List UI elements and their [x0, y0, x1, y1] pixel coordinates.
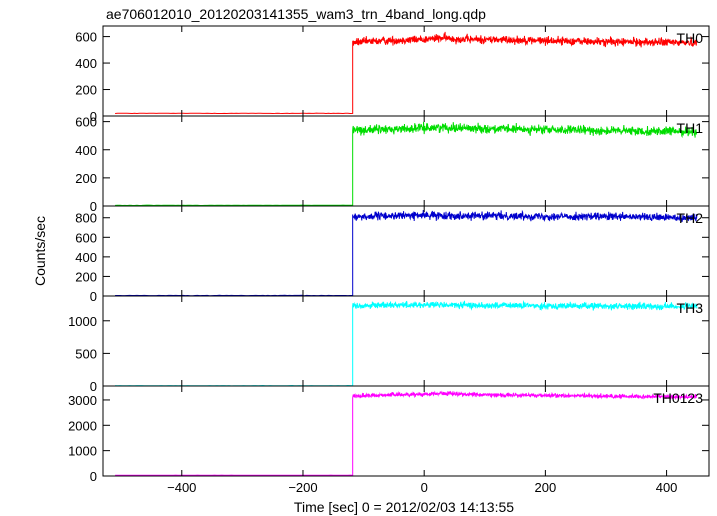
y-tick-label: 0 [90, 109, 97, 124]
y-tick-label: 200 [75, 83, 97, 98]
y-tick-label: 1000 [68, 444, 97, 459]
panel-frame [102, 385, 710, 477]
panel-frame [102, 205, 710, 297]
x-axis-label: Time [sec] 0 = 2012/02/03 14:13:55 [294, 499, 514, 515]
series-line-th0 [115, 31, 698, 115]
panel-th2: 0 200 400 600 800 TH2 [75, 205, 710, 304]
y-tick-label: 600 [75, 30, 97, 45]
series-line-th1 [115, 121, 698, 206]
y-tick-label: 0 [90, 469, 97, 484]
y-tick-label: 1000 [68, 314, 97, 329]
panel-label: TH1 [677, 120, 704, 136]
y-tick-label: 2000 [68, 418, 97, 433]
series-line-th3 [115, 299, 698, 386]
y-tick-label: 200 [75, 171, 97, 186]
panel-th0: 0 200 400 600 TH0 [75, 25, 710, 124]
x-tick-label: 400 [656, 480, 678, 495]
x-tick-label: −200 [288, 480, 317, 495]
y-tick-label: 0 [90, 379, 97, 394]
panel-frame [102, 295, 710, 387]
x-tick-label: −400 [167, 480, 196, 495]
y-tick-label: 400 [75, 250, 97, 265]
panel-label: TH0123 [653, 390, 703, 406]
y-axis-label: Counts/sec [32, 216, 48, 286]
panel-th1: 0 200 400 600 TH1 [75, 115, 710, 214]
x-tick-label: 0 [421, 480, 428, 495]
y-tick-label: 800 [75, 211, 97, 226]
y-tick-label: 400 [75, 143, 97, 158]
y-tick-label: 200 [75, 269, 97, 284]
x-tick-label: 200 [535, 480, 557, 495]
series-line-th2 [115, 209, 698, 296]
y-tick-label: 3000 [68, 393, 97, 408]
chart-title: ae706012010_20120203141355_wam3_trn_4ban… [106, 6, 486, 22]
y-tick-label: 500 [75, 346, 97, 361]
y-tick-label: 600 [75, 230, 97, 245]
y-tick-label: 0 [90, 289, 97, 304]
panel-label: TH0 [677, 30, 704, 46]
series-line-th0123 [115, 390, 698, 476]
panel-label: TH3 [677, 300, 704, 316]
panel-th3: 0 500 1000 TH3 [68, 295, 710, 394]
panels-group: 0 200 400 600 TH0 0 200 400 600 TH1 0 200 400 600 800 T… [68, 25, 710, 495]
y-tick-label: 0 [90, 199, 97, 214]
panel-label: TH2 [677, 210, 704, 226]
panel-th0123: 0 1000 2000 3000 TH0123 [68, 385, 710, 484]
y-tick-label: 400 [75, 56, 97, 71]
y-tick-label: 600 [75, 115, 97, 130]
